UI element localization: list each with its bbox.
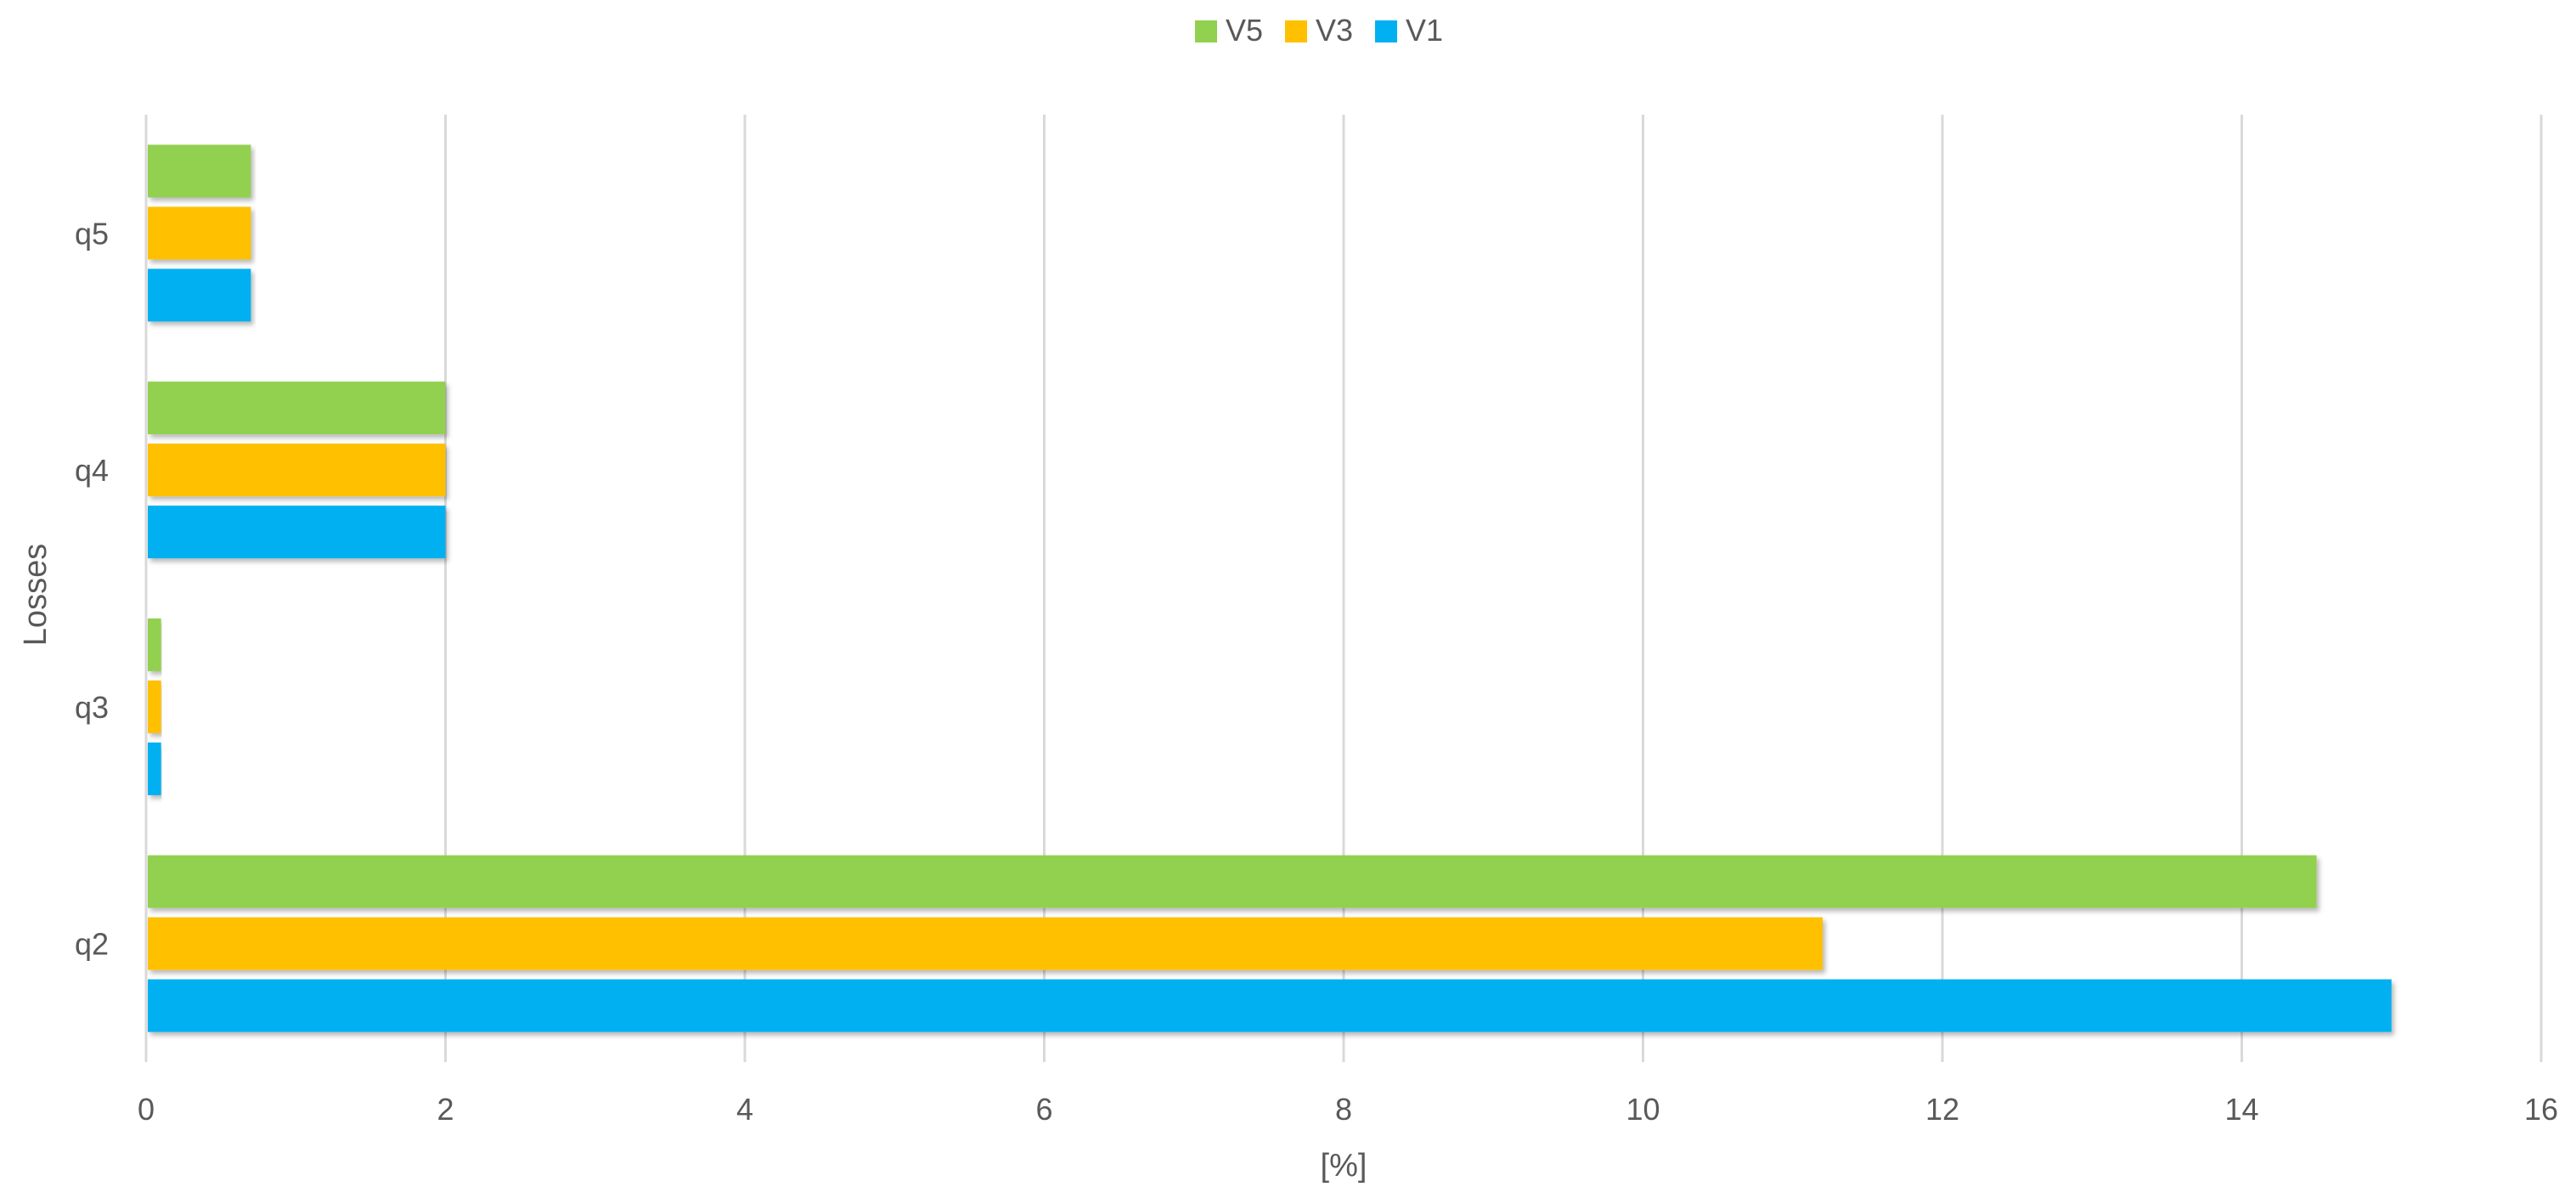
x-axis-title: [%] [1321, 1148, 1367, 1184]
x-tick-label: 6 [1035, 1092, 1052, 1127]
x-tick-label: 0 [138, 1092, 155, 1127]
bar-v1-q3 [148, 742, 161, 795]
y-tick-label: q3 [75, 690, 109, 725]
bar-v1-q4 [148, 506, 446, 559]
bar-v3-q5 [148, 206, 251, 260]
x-tick-label: 8 [1335, 1092, 1352, 1127]
x-tick-label: 2 [437, 1092, 454, 1127]
bar-v3-q2 [148, 917, 1823, 970]
y-tick-labels: q2 q3 q4 q5 [75, 216, 109, 961]
bar-v5-q3 [148, 618, 161, 671]
legend-swatch-v1 [1375, 20, 1397, 42]
legend: V5 V3 V1 [1195, 13, 1443, 48]
gridlines [444, 115, 2543, 1062]
x-tick-label: 10 [1626, 1092, 1660, 1127]
legend-label-v1: V1 [1406, 13, 1443, 48]
x-tick-label: 12 [1925, 1092, 1959, 1127]
bar-v3-q3 [148, 680, 161, 733]
bar-v5-q4 [148, 381, 446, 435]
y-axis-title: Losses [18, 544, 54, 646]
bars [148, 144, 2392, 1032]
bar-v1-q5 [148, 268, 251, 322]
legend-swatch-v5 [1195, 20, 1217, 42]
y-tick-label: q5 [75, 216, 109, 251]
bar-v3-q4 [148, 444, 446, 497]
bar-v1-q2 [148, 979, 2392, 1032]
x-tick-label: 14 [2224, 1092, 2258, 1127]
y-tick-label: q4 [75, 453, 109, 488]
bar-v5-q5 [148, 144, 251, 198]
legend-label-v5: V5 [1226, 13, 1263, 48]
x-tick-label: 4 [736, 1092, 753, 1127]
legend-swatch-v3 [1285, 20, 1307, 42]
x-tick-labels: 0 2 4 6 8 10 12 14 16 [138, 1092, 2558, 1127]
bar-v5-q2 [148, 855, 2317, 908]
x-tick-label: 16 [2524, 1092, 2558, 1127]
legend-label-v3: V3 [1316, 13, 1353, 48]
y-tick-label: q2 [75, 927, 109, 962]
